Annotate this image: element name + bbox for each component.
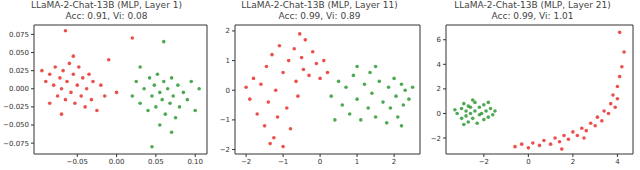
html-text:Acc: 0.99, Vi: 0.89: Acc: 0.99, Vi: 0.89 bbox=[278, 10, 361, 21]
svg-text:0.00: 0.00 bbox=[109, 158, 125, 166]
svg-text:−0.075: −0.075 bbox=[8, 140, 29, 148]
svg-text:−1: −1 bbox=[220, 116, 230, 124]
svg-text:0.10: 0.10 bbox=[187, 158, 203, 166]
svg-text:0.025: 0.025 bbox=[9, 67, 29, 75]
svg-text:0.050: 0.050 bbox=[9, 49, 29, 57]
svg-text:0.05: 0.05 bbox=[148, 158, 164, 166]
svg-text:2: 2 bbox=[226, 27, 230, 35]
svg-text:−2: −2 bbox=[220, 146, 230, 154]
svg-text:0: 0 bbox=[437, 110, 441, 118]
svg-text:−0.025: −0.025 bbox=[8, 103, 29, 111]
svg-text:−2: −2 bbox=[479, 158, 489, 166]
svg-text:−2: −2 bbox=[241, 158, 251, 166]
svg-text:0: 0 bbox=[318, 158, 322, 166]
html-text:LLaMA-2-Chat-13B (MLP, Layer 1: LLaMA-2-Chat-13B (MLP, Layer 1) bbox=[31, 0, 182, 10]
svg-text:0.075: 0.075 bbox=[9, 31, 29, 39]
html-text:Acc: 0.99, Vi: 1.01: Acc: 0.99, Vi: 1.01 bbox=[491, 10, 574, 21]
svg-text:1: 1 bbox=[226, 57, 230, 65]
svg-text:2: 2 bbox=[571, 158, 575, 166]
svg-text:4: 4 bbox=[437, 61, 442, 69]
svg-text:0: 0 bbox=[526, 158, 530, 166]
html-text:LLaMA-2-Chat-13B (MLP, Layer 2: LLaMA-2-Chat-13B (MLP, Layer 21) bbox=[454, 0, 611, 10]
svg-text:−0.05: −0.05 bbox=[67, 158, 88, 166]
svg-text:−0.050: −0.050 bbox=[8, 121, 29, 129]
svg-text:2: 2 bbox=[437, 85, 441, 93]
svg-text:−1: −1 bbox=[278, 158, 288, 166]
svg-text:6: 6 bbox=[437, 36, 442, 44]
svg-text:0.000: 0.000 bbox=[9, 85, 29, 93]
svg-text:−2: −2 bbox=[431, 135, 441, 143]
svg-text:0: 0 bbox=[226, 87, 230, 95]
html-text:Acc: 0.91, Vi: 0.08: Acc: 0.91, Vi: 0.08 bbox=[65, 10, 148, 21]
svg-text:4: 4 bbox=[615, 158, 620, 166]
html-text:LLaMA-2-Chat-13B (MLP, Layer 1: LLaMA-2-Chat-13B (MLP, Layer 11) bbox=[241, 0, 398, 10]
svg-text:1: 1 bbox=[355, 158, 359, 166]
svg-text:2: 2 bbox=[392, 158, 396, 166]
